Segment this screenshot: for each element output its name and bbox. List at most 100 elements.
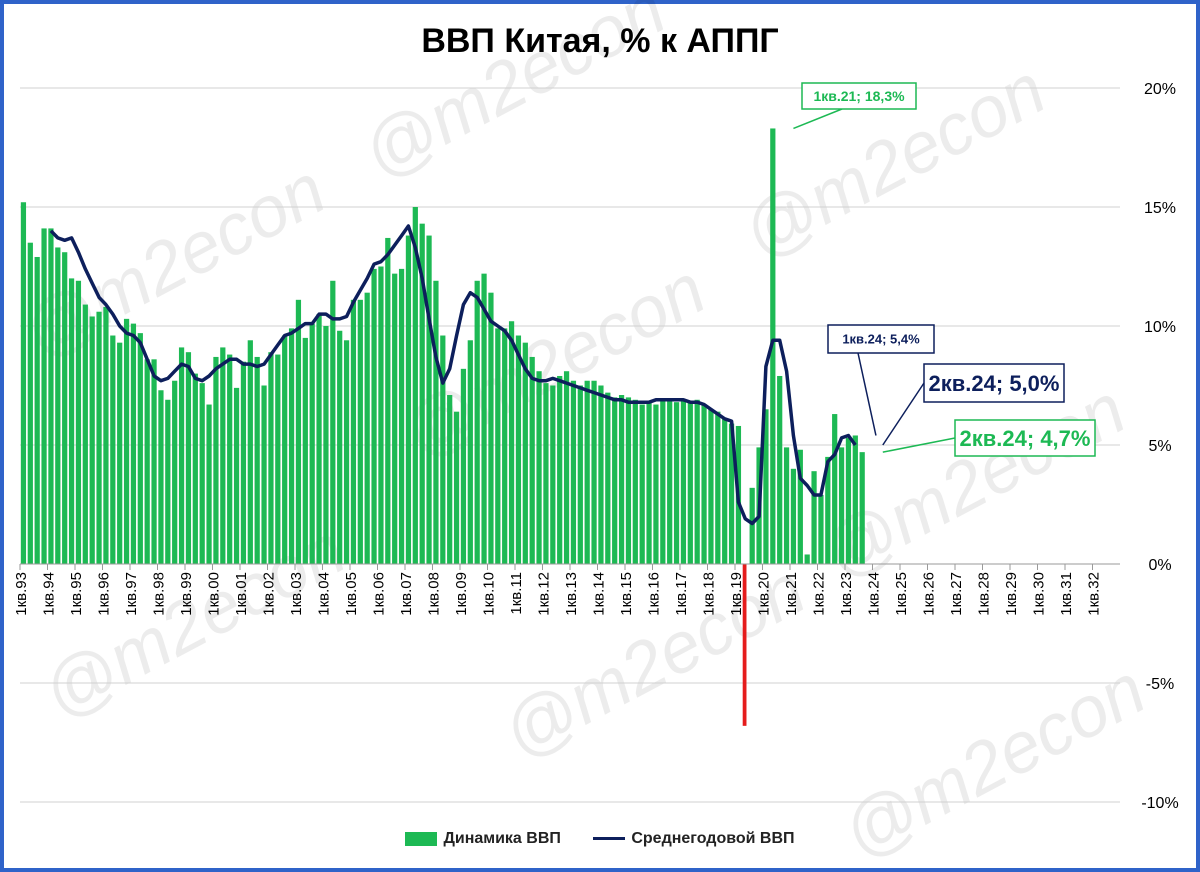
gdp-bar [165,399,171,564]
gdp-bar [62,252,68,564]
legend-item-bars: Динамика ВВП [405,830,561,848]
x-tick-label: 1кв.02 [261,572,278,616]
gdp-bar [447,395,453,564]
gdp-bar [110,335,116,564]
gdp-bar [233,387,240,564]
y-tick-label: -10% [1141,795,1178,812]
gdp-bar [302,337,308,564]
gdp-bar [371,268,377,564]
gdp-bar [34,256,40,564]
gdp-bar [749,487,755,564]
x-tick-label: 1кв.10 [481,572,498,616]
gdp-bar [832,414,838,564]
x-tick-label: 1кв.23 [838,572,855,616]
annotation-label: 2кв.24; 5,0% [929,371,1060,396]
x-tick-label: 1кв.03 [288,572,305,616]
x-tick-label: 1кв.24 [866,572,883,616]
gdp-bar [220,347,226,564]
x-tick-label: 1кв.22 [811,572,828,616]
gdp-bar [529,356,535,564]
gdp-bar [783,447,790,564]
gdp-bar [508,321,515,564]
gdp-bar [515,335,522,564]
x-tick-label: 1кв.04 [316,572,333,616]
legend-line-swatch [593,837,626,841]
gdp-bar [557,375,563,564]
x-tick-label: 1кв.11 [508,572,525,615]
x-tick-label: 1кв.13 [563,572,580,616]
gdp-bar [158,390,164,564]
gdp-bar [639,404,645,564]
x-tick-label: 1кв.14 [591,572,608,616]
x-tick-label: 1кв.07 [398,572,415,616]
x-tick-label: 1кв.32 [1086,572,1103,616]
x-tick-label: 1кв.93 [13,572,30,616]
x-tick-label: 1кв.31 [1058,572,1075,616]
gdp-bar [330,280,336,564]
gdp-bar [474,280,480,564]
gdp-bar [453,411,460,564]
x-tick-label: 1кв.94 [41,572,58,616]
gdp-bar [426,235,432,564]
gdp-bar [673,402,680,564]
average-gdp-line [49,224,857,526]
gdp-bar [144,359,150,564]
gdp-bar [811,471,817,564]
x-tick-label: 1кв.08 [426,572,443,616]
x-tick-label: 1кв.12 [536,572,553,616]
gdp-bar [536,371,542,564]
gdp-bar [323,326,329,564]
gdp-bar [316,314,322,564]
gdp-bar [130,323,137,564]
gdp-bar [632,399,638,564]
gdp-bar [708,409,714,564]
gdp-bar [763,409,769,564]
x-tick-label: 1кв.20 [756,572,773,616]
gdp-bar [392,273,398,564]
x-tick-label: 1кв.27 [948,572,965,616]
x-tick-label: 1кв.99 [178,572,195,616]
gdp-bar [27,242,33,564]
gdp-bar [192,373,198,564]
gdp-bar [804,554,810,564]
y-tick-label: 10% [1144,319,1176,336]
x-tick-label: 1кв.18 [701,572,718,616]
gdp-bar [295,299,302,564]
x-tick-label: 1кв.29 [1003,572,1020,616]
gdp-bar [818,494,824,564]
y-tick-label: 5% [1148,438,1171,455]
gdp-bar [598,385,604,564]
gdp-bar [206,404,212,564]
gdp-bar [852,435,858,564]
gdp-bar [405,235,412,564]
gdp-bar [488,292,494,564]
y-tick-label: 20% [1144,81,1176,98]
x-tick-label: 1кв.06 [371,572,388,616]
gdp-bar [522,342,528,564]
gdp-bar [625,397,632,564]
gdp-bar [151,359,157,564]
gdp-bar [178,347,185,564]
x-tick-label: 1кв.16 [646,572,663,616]
gdp-bar [660,399,666,564]
legend-bar-label: Динамика ВВП [443,830,561,847]
gdp-bar [859,452,865,564]
gdp-bar [618,395,625,564]
gdp-bar [797,449,803,564]
gdp-bar [722,418,728,564]
gdp-bar [701,404,707,564]
gdp-bar [412,207,418,564]
gdp-bar [337,330,343,564]
y-tick-label: -5% [1146,676,1174,693]
gdp-bar [577,385,583,564]
gdp-bar [268,352,274,564]
annotation-leader [793,108,843,130]
gdp-bar [419,223,425,564]
chart-title: ВВП Китая, % к АППГ [421,22,779,60]
annotation-box [923,363,1065,403]
gdp-bar [275,354,281,564]
gdp-bar [570,380,577,564]
gdp-bar [715,411,721,564]
gdp-bar [694,399,700,564]
gdp-bar [584,380,590,564]
